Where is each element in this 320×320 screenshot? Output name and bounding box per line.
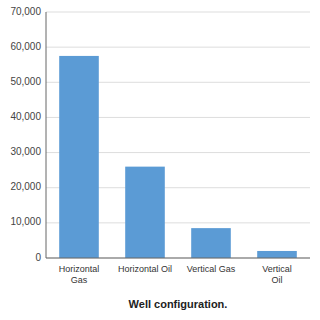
y-tick-label: 30,000: [10, 146, 41, 157]
bars: [59, 56, 297, 258]
x-tick-label: VerticalOil: [262, 264, 292, 285]
y-axis-line: [46, 12, 47, 258]
y-tick-label: 20,000: [10, 181, 41, 192]
y-tick-label: 40,000: [10, 111, 41, 122]
x-tick-label-line: Oil: [272, 275, 283, 285]
x-axis-line: [46, 258, 310, 259]
bar: [125, 167, 165, 258]
y-tick-label: 10,000: [10, 216, 41, 227]
x-tick-label: Horizontal Oil: [118, 264, 172, 274]
grid-line: [46, 12, 310, 13]
bar: [191, 228, 231, 258]
x-ticks: HorizontalGasHorizontal OilVertical GasV…: [59, 264, 292, 285]
y-tick-label: 60,000: [10, 41, 41, 52]
y-tick-label: 50,000: [10, 76, 41, 87]
x-tick-label-line: Vertical Gas: [187, 264, 236, 274]
grid-line: [46, 258, 310, 259]
y-ticks: 0 10,000 20,000 30,000 40,000 50,000 60,000 70,…: [10, 6, 41, 263]
y-tick-label: 0: [35, 252, 41, 263]
y-tick-label: 70,000: [10, 6, 41, 17]
chart-svg: 0 10,000 20,000 30,000 40,000 50,000 60,000 70,…: [0, 0, 320, 320]
x-tick-label: Vertical Gas: [187, 264, 236, 274]
x-tick-label-line: Vertical: [262, 264, 292, 274]
x-tick-label-line: Gas: [71, 275, 88, 285]
grid-line: [46, 47, 310, 48]
x-axis-label: Well configuration.: [129, 298, 228, 310]
bar: [257, 251, 297, 258]
x-tick-label: HorizontalGas: [59, 264, 100, 285]
x-tick-label-line: Horizontal: [59, 264, 100, 274]
x-tick-label-line: Horizontal Oil: [118, 264, 172, 274]
chart-container: 0 10,000 20,000 30,000 40,000 50,000 60,000 70,…: [0, 0, 320, 320]
bar: [59, 56, 99, 258]
grid: [46, 12, 310, 258]
